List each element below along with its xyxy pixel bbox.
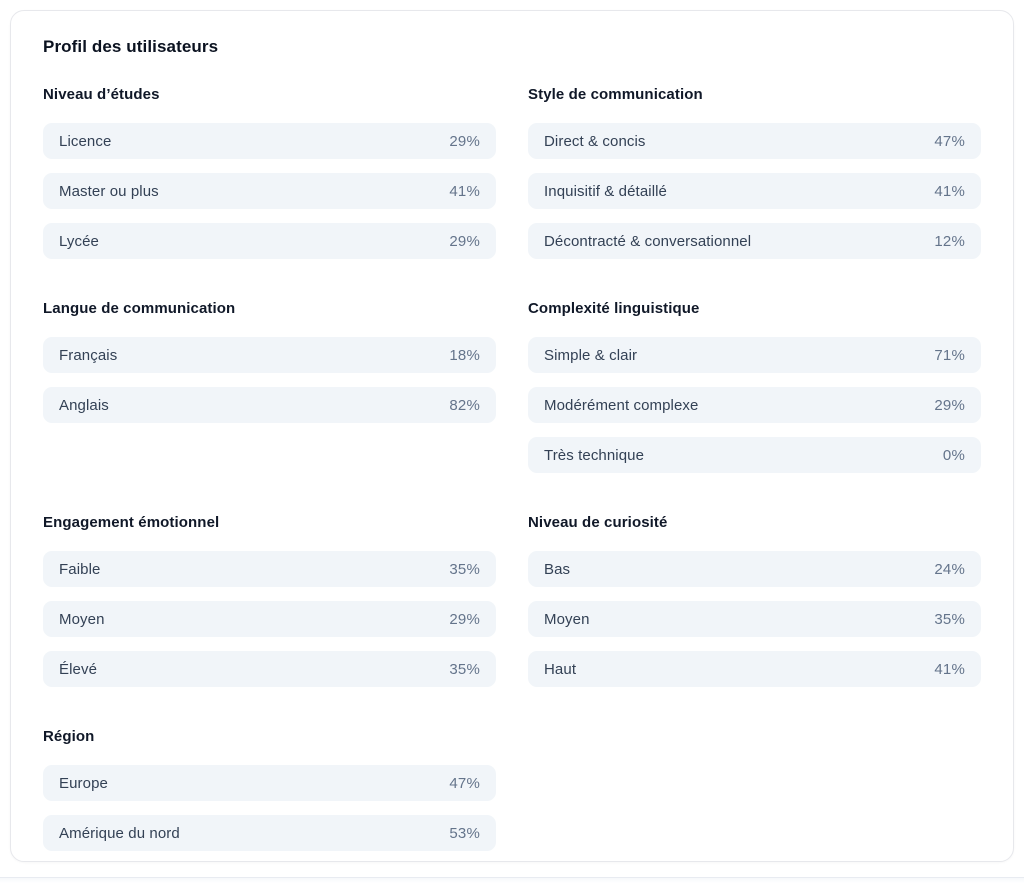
section-rows: Licence 29% Master ou plus 41% Lycée 29% [43,123,496,259]
row-value: 47% [934,132,965,150]
stat-section: Style de communication Direct & concis 4… [528,87,981,259]
stat-section: Langue de communication Français 18% Ang… [43,301,496,423]
section-heading: Région [43,728,95,745]
row-label: Haut [544,660,577,678]
stat-row: Amérique du nord 53% [43,815,496,851]
section-heading: Langue de communication [43,300,236,317]
row-label: Très technique [544,446,645,464]
row-value: 29% [449,132,480,150]
row-value: 53% [449,824,480,842]
row-value: 24% [934,560,965,578]
row-label: Master ou plus [59,182,159,200]
section-heading: Complexité linguistique [528,300,700,317]
row-label: Amérique du nord [59,824,180,842]
stat-row: Europe 47% [43,765,496,801]
row-label: Modérément complexe [544,396,699,414]
row-value: 35% [934,610,965,628]
row-label: Inquisitif & détaillé [544,182,668,200]
row-value: 29% [449,610,480,628]
row-value: 29% [934,396,965,414]
row-label: Direct & concis [544,132,646,150]
user-profile-card: Profil des utilisateurs Niveau d’études … [10,10,1014,862]
row-label: Anglais [59,396,109,414]
row-label: Moyen [544,610,590,628]
stat-row: Inquisitif & détaillé 41% [528,173,981,209]
row-value: 47% [449,774,480,792]
stat-row: Licence 29% [43,123,496,159]
row-value: 35% [449,660,480,678]
row-label: Décontracté & conversationnel [544,232,752,250]
stat-row: Lycée 29% [43,223,496,259]
row-value: 18% [449,346,480,364]
stat-row: Haut 41% [528,651,981,687]
section-rows: Français 18% Anglais 82% [43,337,496,423]
row-label: Faible [59,560,101,578]
stat-row: Moyen 29% [43,601,496,637]
row-value: 41% [934,660,965,678]
stat-row: Bas 24% [528,551,981,587]
row-value: 12% [934,232,965,250]
stat-row: Moyen 35% [528,601,981,637]
row-label: Lycée [59,232,99,250]
stat-section: Niveau d’études Licence 29% Master ou pl… [43,87,496,259]
row-label: Bas [544,560,571,578]
row-value: 41% [449,182,480,200]
row-label: Europe [59,774,108,792]
row-label: Moyen [59,610,105,628]
row-label: Élevé [59,660,98,678]
row-value: 71% [934,346,965,364]
section-rows: Simple & clair 71% Modérément complexe 2… [528,337,981,473]
stat-section: Complexité linguistique Simple & clair 7… [528,301,981,473]
stat-row: Élevé 35% [43,651,496,687]
row-label: Licence [59,132,112,150]
section-heading: Style de communication [528,86,703,103]
row-value: 0% [942,446,965,464]
page-title: Profil des utilisateurs [43,37,219,56]
next-card-top-edge [0,877,1024,883]
stat-section: Niveau de curiosité Bas 24% Moyen 35% Ha… [528,515,981,687]
row-label: Simple & clair [544,346,638,364]
stat-row: Français 18% [43,337,496,373]
section-rows: Faible 35% Moyen 29% Élevé 35% [43,551,496,687]
row-value: 29% [449,232,480,250]
stat-row: Simple & clair 71% [528,337,981,373]
section-heading: Engagement émotionnel [43,514,220,531]
row-value: 35% [449,560,480,578]
sections-grid: Niveau d’études Licence 29% Master ou pl… [43,87,981,851]
stat-section: Engagement émotionnel Faible 35% Moyen 2… [43,515,496,687]
stat-row: Master ou plus 41% [43,173,496,209]
stat-row: Faible 35% [43,551,496,587]
row-value: 41% [934,182,965,200]
section-rows: Bas 24% Moyen 35% Haut 41% [528,551,981,687]
stat-row: Décontracté & conversationnel 12% [528,223,981,259]
section-heading: Niveau d’études [43,86,160,103]
stat-row: Direct & concis 47% [528,123,981,159]
section-rows: Europe 47% Amérique du nord 53% [43,765,496,851]
row-label: Français [59,346,118,364]
stat-row: Modérément complexe 29% [528,387,981,423]
stat-row: Très technique 0% [528,437,981,473]
stat-section: Région Europe 47% Amérique du nord 53% [43,729,496,851]
section-rows: Direct & concis 47% Inquisitif & détaill… [528,123,981,259]
stat-row: Anglais 82% [43,387,496,423]
row-value: 82% [449,396,480,414]
section-heading: Niveau de curiosité [528,514,668,531]
